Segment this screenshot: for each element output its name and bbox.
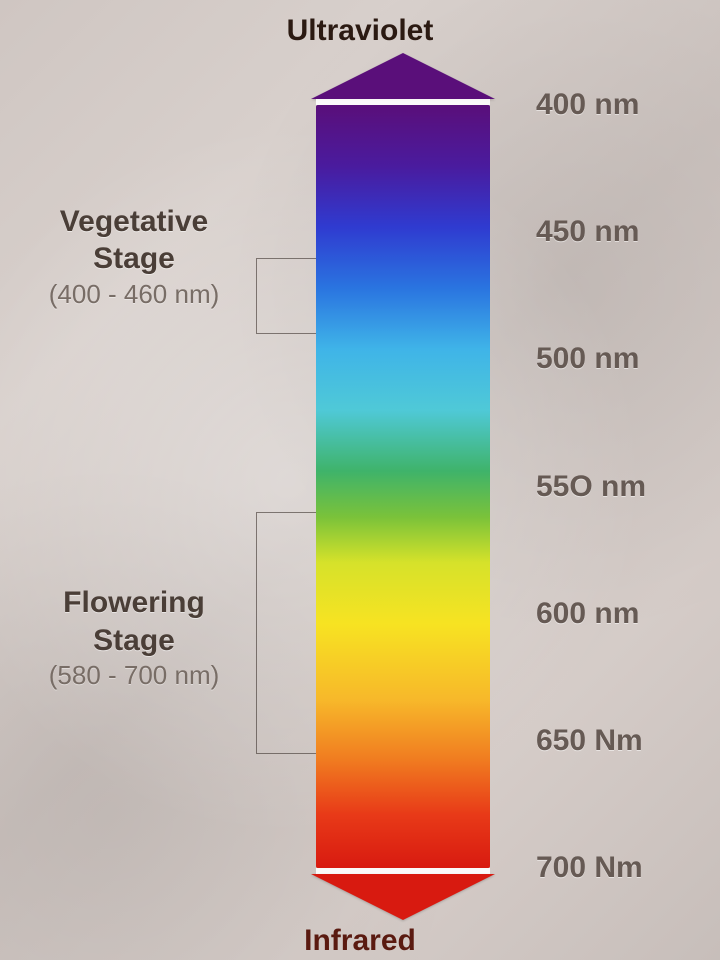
- spectrum-bar: [316, 105, 490, 868]
- arrow-down-icon: [311, 874, 495, 920]
- wavelength-tick: 400 nm: [536, 90, 639, 120]
- stage-title: FloweringStage: [14, 584, 254, 659]
- stage-range: (580 - 700 nm): [14, 659, 254, 692]
- wavelength-tick: 600 nm: [536, 599, 639, 629]
- wavelength-tick: 55O nm: [536, 472, 646, 502]
- stage-bracket: [256, 258, 316, 334]
- stage-label-vegetative: VegetativeStage(400 - 460 nm): [14, 203, 254, 311]
- infrared-label: Infrared: [0, 924, 720, 958]
- stage-title: VegetativeStage: [14, 203, 254, 278]
- arrow-up-icon: [311, 53, 495, 99]
- wavelength-tick: 700 Nm: [536, 853, 643, 883]
- ultraviolet-label: Ultraviolet: [0, 14, 720, 48]
- wavelength-tick: 650 Nm: [536, 726, 643, 756]
- wavelength-tick: 450 nm: [536, 217, 639, 247]
- stage-bracket: [256, 512, 316, 754]
- wavelength-tick: 500 nm: [536, 344, 639, 374]
- stage-label-flowering: FloweringStage(580 - 700 nm): [14, 584, 254, 692]
- stage-range: (400 - 460 nm): [14, 278, 254, 311]
